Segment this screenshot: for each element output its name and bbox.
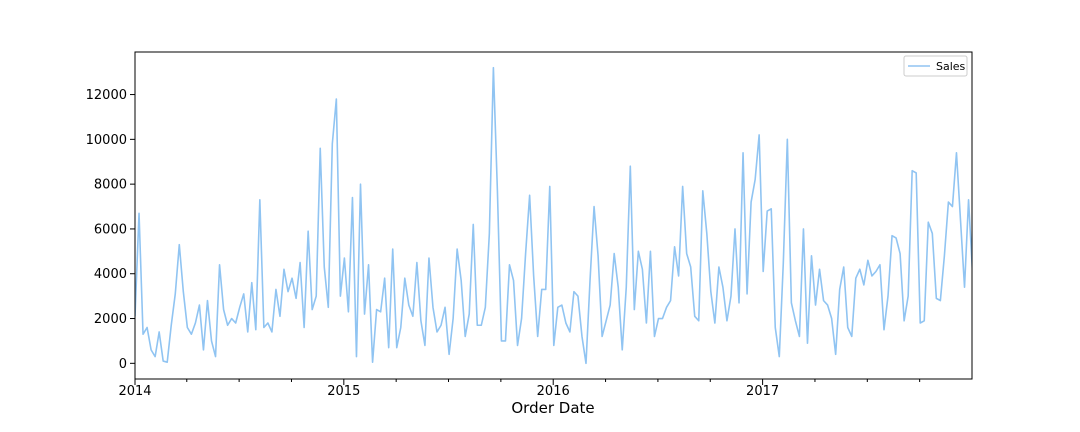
- y-axis: 0 2000 4000 6000 8000 10000 12000: [86, 88, 135, 372]
- y-tick-label: 10000: [86, 133, 127, 148]
- x-axis-title: Order Date: [511, 399, 594, 417]
- y-tick-label: 2000: [94, 312, 127, 327]
- plot-frame: [134, 51, 973, 380]
- y-tick-label: 12000: [86, 88, 127, 103]
- y-tick-label: 4000: [94, 267, 127, 282]
- legend: Sales: [903, 55, 968, 77]
- y-tick-label: 8000: [94, 178, 127, 193]
- series-line-sales: [135, 66, 972, 365]
- y-tick-label: 0: [119, 357, 127, 372]
- series-layer: [135, 66, 972, 365]
- x-tick-label: 2017: [746, 384, 779, 399]
- legend-label-sales: Sales: [936, 60, 966, 73]
- x-axis: 2014 2015 2016 2017: [118, 379, 921, 399]
- x-tick-label: 2015: [327, 384, 360, 399]
- x-tick-label: 2016: [537, 384, 570, 399]
- y-tick-label: 6000: [94, 222, 127, 237]
- x-tick-label: 2014: [118, 384, 151, 399]
- legend-box: [903, 55, 968, 77]
